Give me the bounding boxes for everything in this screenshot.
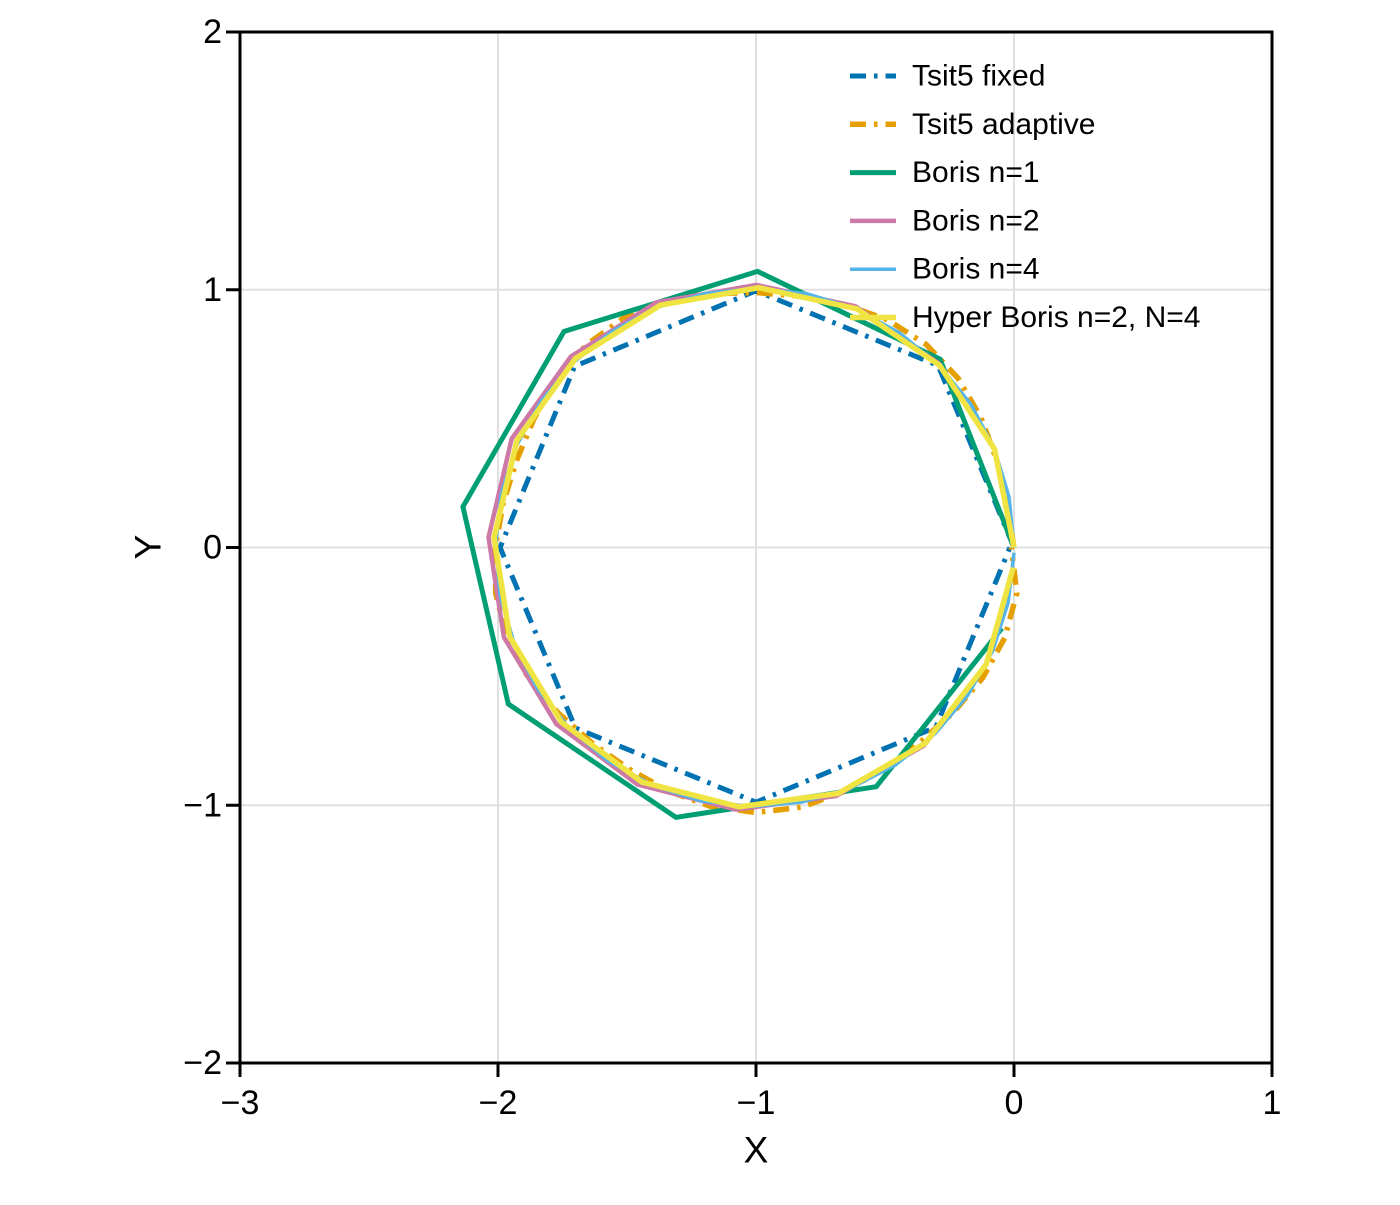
ticks-layer xyxy=(226,30,1274,1077)
legend-item: Boris n=1 xyxy=(850,156,1040,189)
legend-item: Tsit5 fixed xyxy=(850,60,1045,93)
x-tick-label: −1 xyxy=(737,1084,776,1122)
y-tick-label: 2 xyxy=(203,13,222,51)
x-tick-label: −3 xyxy=(221,1084,260,1122)
legend-label: Tsit5 fixed xyxy=(912,60,1045,93)
legend-item: Boris n=2 xyxy=(850,204,1040,237)
x-axis-label: X xyxy=(744,1130,769,1171)
series-line-hyper-boris-n-2-n-4 xyxy=(491,284,1017,810)
x-tick-label: −2 xyxy=(479,1084,518,1122)
legend-label: Tsit5 adaptive xyxy=(912,108,1095,141)
y-tick-label: −1 xyxy=(183,786,222,824)
legend-item: Tsit5 adaptive xyxy=(850,108,1095,141)
y-axis-label: Y xyxy=(128,535,169,560)
legend-label: Boris n=4 xyxy=(912,253,1040,286)
series-layer xyxy=(460,268,1020,821)
y-tick-label: 1 xyxy=(203,271,222,309)
x-tick-label: 1 xyxy=(1263,1084,1282,1122)
legend-label: Hyper Boris n=2, N=4 xyxy=(912,301,1200,334)
legend-label: Boris n=2 xyxy=(912,204,1040,237)
x-tick-label: 0 xyxy=(1005,1084,1024,1122)
legend: Tsit5 fixed Tsit5 adaptive Boris n=1 Boris … xyxy=(850,60,1200,334)
y-tick-label: 0 xyxy=(203,529,222,567)
legend-item: Hyper Boris n=2, N=4 xyxy=(850,301,1200,334)
legend-item: Boris n=4 xyxy=(850,253,1040,286)
grid-layer xyxy=(240,32,1272,1063)
series-line-tsit5-fixed xyxy=(497,288,1017,805)
y-tick-label: −2 xyxy=(183,1044,222,1082)
legend-label: Boris n=1 xyxy=(912,156,1040,189)
